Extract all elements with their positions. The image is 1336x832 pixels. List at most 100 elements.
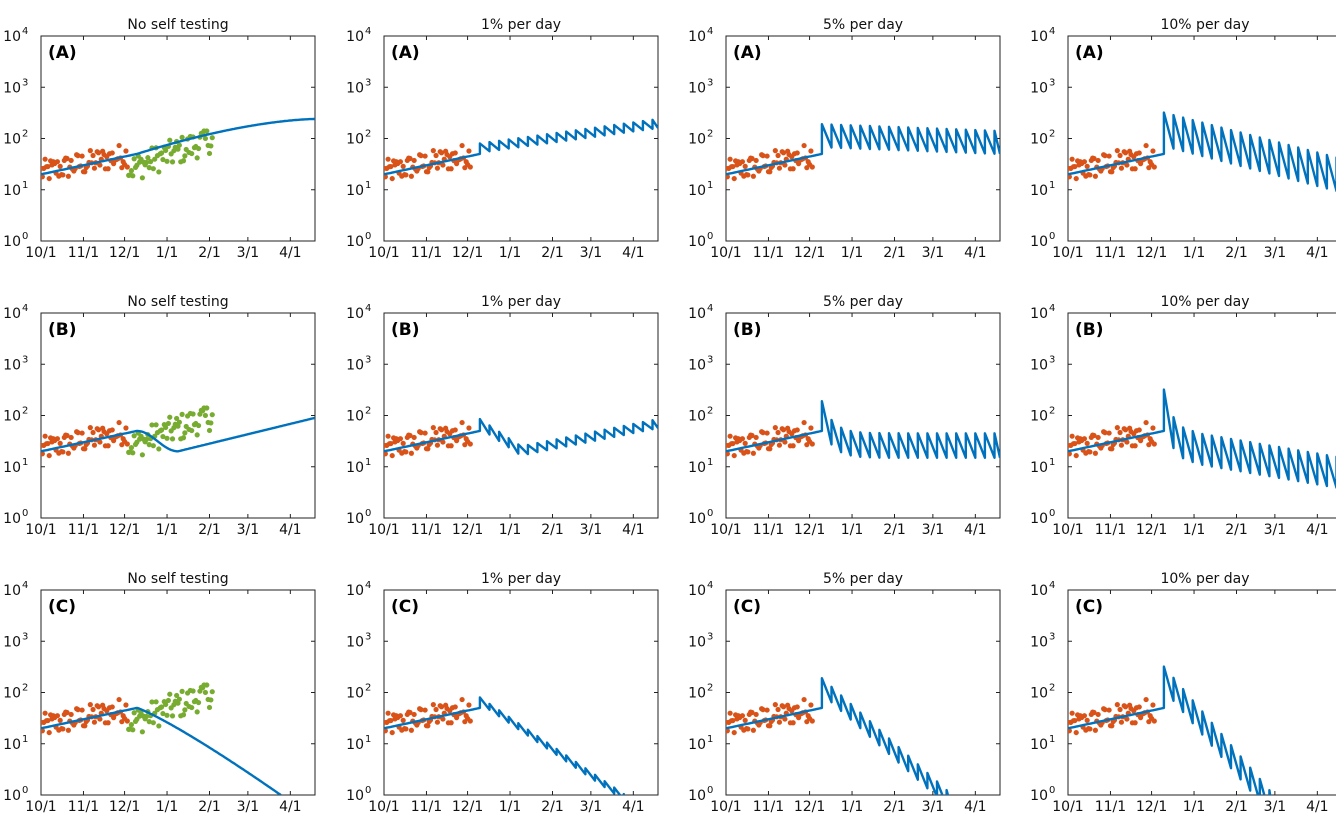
observed-point-post <box>153 422 159 428</box>
x-tick-label: 12/1 <box>794 522 825 538</box>
x-tick-label: 1/1 <box>841 245 864 261</box>
observed-point-pre <box>65 727 71 733</box>
y-tick-exponent: 1 <box>1049 734 1055 745</box>
observed-point-pre <box>97 162 103 168</box>
x-tick-label: 4/1 <box>622 245 645 261</box>
observed-point-pre <box>1117 152 1123 159</box>
observed-point-pre <box>60 449 66 455</box>
y-tick-exponent: 3 <box>1049 77 1055 88</box>
x-tick-label: 10/1 <box>710 799 741 815</box>
observed-point-pre <box>384 174 388 180</box>
model-line <box>726 400 1000 459</box>
observed-point-pre <box>1151 718 1157 724</box>
observed-point-pre <box>1073 175 1079 182</box>
observed-point-pre <box>407 709 413 716</box>
observed-point-pre <box>65 173 71 179</box>
y-tick-label: 10 <box>346 357 364 373</box>
observed-point-pre <box>68 157 74 164</box>
x-tick-label: 3/1 <box>580 799 603 815</box>
y-tick-label: 10 <box>1030 409 1048 425</box>
y-tick-label: 10 <box>346 132 364 148</box>
observed-point-post <box>156 169 162 175</box>
observed-point-post <box>128 445 135 451</box>
y-tick-exponent: 0 <box>22 508 28 519</box>
observed-point-pre <box>1106 430 1112 436</box>
observed-point-post <box>190 411 196 417</box>
observed-point-pre <box>1091 432 1097 439</box>
panel-title: 1% per day <box>481 17 561 33</box>
observed-point-pre <box>95 150 102 156</box>
observed-point-pre <box>91 719 98 725</box>
observed-point-pre <box>41 728 45 734</box>
y-tick-label: 10 <box>1030 634 1048 650</box>
observed-point-pre <box>772 148 778 154</box>
observed-point-post <box>167 691 173 697</box>
observed-point-post <box>169 713 176 719</box>
observed-point-post <box>139 452 145 458</box>
observed-point-post <box>202 135 208 142</box>
observed-point-pre <box>385 156 391 162</box>
observed-point-pre <box>1143 142 1149 149</box>
observed-point-pre <box>794 427 800 433</box>
observed-point-pre <box>1087 726 1093 732</box>
y-tick-label: 10 <box>1030 686 1048 702</box>
x-tick-label: 1/1 <box>1183 522 1206 538</box>
x-tick-label: 4/1 <box>622 799 645 815</box>
observed-point-pre <box>467 164 473 170</box>
axes-frame <box>40 312 316 519</box>
x-tick-label: 10/1 <box>1052 522 1083 538</box>
x-tick-label: 11/1 <box>68 245 99 261</box>
axes-frame <box>383 35 659 242</box>
observed-point-pre <box>46 452 52 459</box>
observed-point-pre <box>64 432 70 439</box>
observed-point-post <box>182 153 188 159</box>
observed-point-pre <box>459 696 465 703</box>
x-tick-label: 10/1 <box>368 522 399 538</box>
observed-point-pre <box>105 166 111 172</box>
y-tick-exponent: 0 <box>1049 785 1055 796</box>
observed-point-post <box>180 435 187 441</box>
observed-point-pre <box>418 430 424 436</box>
model-line <box>384 696 626 795</box>
y-tick-exponent: 0 <box>22 785 28 796</box>
x-tick-label: 10/1 <box>1052 799 1083 815</box>
observed-point-pre <box>95 704 102 710</box>
observed-point-pre <box>109 704 115 710</box>
axes-frame <box>40 35 316 242</box>
x-tick-label: 2/1 <box>883 522 906 538</box>
observed-point-pre <box>87 148 93 154</box>
x-tick-label: 12/1 <box>794 799 825 815</box>
axes-frame <box>1067 589 1336 796</box>
observed-point-pre <box>1143 696 1149 703</box>
observed-point-pre <box>42 433 48 439</box>
y-tick-exponent: 3 <box>22 354 28 365</box>
x-tick-label: 2/1 <box>1225 245 1248 261</box>
observed-point-pre <box>1068 728 1072 734</box>
observed-point-pre <box>385 433 391 439</box>
y-tick-label: 10 <box>346 306 364 322</box>
plot-area <box>384 417 658 459</box>
x-tick-label: 12/1 <box>1136 245 1167 261</box>
observed-point-post <box>189 150 195 157</box>
observed-point-pre <box>745 172 751 178</box>
panel-title: 10% per day <box>1160 571 1249 587</box>
observed-point-pre <box>1122 427 1129 433</box>
observed-point-post <box>164 435 170 441</box>
panel-label: (A) <box>1075 43 1104 63</box>
observed-point-pre <box>433 152 439 159</box>
plot-area <box>726 677 950 795</box>
observed-point-post <box>148 158 154 165</box>
observed-point-pre <box>727 433 733 439</box>
y-tick-label: 10 <box>3 686 21 702</box>
observed-point-post <box>156 446 162 452</box>
observed-point-post <box>145 155 151 161</box>
observed-point-pre <box>97 439 103 445</box>
panel-label: (B) <box>48 320 77 340</box>
x-tick-label: 11/1 <box>753 245 784 261</box>
observed-point-pre <box>54 159 61 165</box>
observed-point-pre <box>809 441 815 447</box>
observed-point-post <box>139 729 145 735</box>
observed-point-pre <box>57 440 63 446</box>
plot-area <box>384 118 658 182</box>
observed-point-pre <box>430 425 436 431</box>
